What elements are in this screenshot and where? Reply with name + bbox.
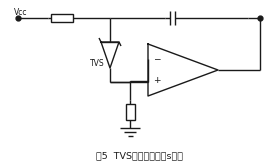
Bar: [51, 14, 73, 22]
Bar: [125, 104, 134, 120]
Text: TVS: TVS: [90, 59, 105, 69]
Text: 图5  TVS保护集成运放s实例: 图5 TVS保护集成运放s实例: [97, 152, 183, 161]
Text: Vcc: Vcc: [14, 8, 27, 17]
Text: −: −: [153, 55, 161, 64]
Text: +: +: [153, 76, 161, 85]
